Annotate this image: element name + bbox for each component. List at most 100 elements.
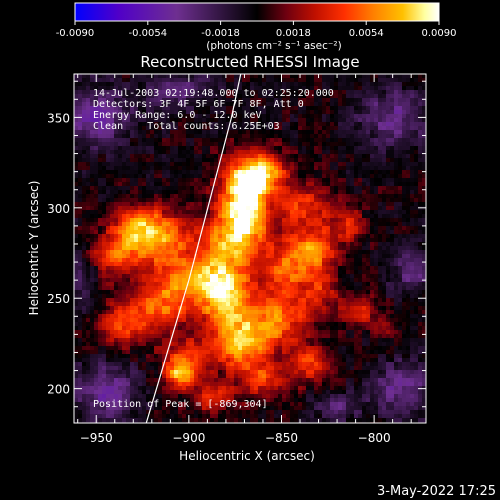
heatmap-cell <box>410 218 415 223</box>
heatmap-cell <box>150 134 155 139</box>
heatmap-cell <box>374 154 379 159</box>
heatmap-cell <box>154 250 159 255</box>
heatmap-cell <box>266 194 271 199</box>
heatmap-cell <box>318 246 323 251</box>
heatmap-cell <box>358 162 363 167</box>
heatmap-cell <box>170 238 175 243</box>
heatmap-cell <box>342 246 347 251</box>
heatmap-cell <box>118 210 123 215</box>
heatmap-cell <box>318 174 323 179</box>
heatmap-cell <box>362 86 367 91</box>
heatmap-cell <box>110 174 115 179</box>
heatmap-cell <box>362 170 367 175</box>
heatmap-cell <box>270 206 275 211</box>
heatmap-cell <box>350 238 355 243</box>
heatmap-cell <box>118 118 123 123</box>
heatmap-cell <box>122 78 127 83</box>
heatmap-cell <box>350 230 355 235</box>
chart-title: Reconstructed RHESSI Image <box>140 53 359 71</box>
heatmap-cell <box>182 234 187 239</box>
heatmap-cell <box>246 254 251 259</box>
heatmap-cell <box>94 194 99 199</box>
heatmap-cell <box>294 94 299 99</box>
heatmap-cell <box>382 274 387 279</box>
heatmap-cell <box>346 110 351 115</box>
heatmap-cell <box>182 118 187 123</box>
heatmap-cell <box>142 210 147 215</box>
heatmap-cell <box>394 86 399 91</box>
heatmap-cell <box>398 198 403 203</box>
heatmap-cell <box>302 178 307 183</box>
heatmap-cell <box>98 154 103 159</box>
heatmap-cell <box>214 298 219 303</box>
heatmap-cell <box>310 178 315 183</box>
heatmap-cell <box>378 90 383 95</box>
heatmap-cell <box>166 202 171 207</box>
heatmap-cell <box>90 166 95 171</box>
heatmap-cell <box>302 290 307 295</box>
heatmap-cell <box>334 230 339 235</box>
heatmap-cell <box>166 266 171 271</box>
heatmap-cell <box>338 250 343 255</box>
heatmap-cell <box>310 278 315 283</box>
heatmap-cell <box>186 178 191 183</box>
heatmap-cell <box>346 134 351 139</box>
heatmap-cell <box>118 150 123 155</box>
heatmap-cell <box>166 298 171 303</box>
heatmap-cell <box>150 106 155 111</box>
heatmap-cell <box>414 222 419 227</box>
heatmap-cell <box>126 258 131 263</box>
heatmap-cell <box>122 74 127 79</box>
heatmap-cell <box>366 266 371 271</box>
heatmap-cell <box>146 226 151 231</box>
heatmap-cell <box>394 146 399 151</box>
heatmap-cell <box>258 258 263 263</box>
heatmap-cell <box>110 294 115 299</box>
heatmap-cell <box>166 98 171 103</box>
heatmap-cell <box>398 278 403 283</box>
heatmap-cell <box>194 246 199 251</box>
heatmap-cell <box>298 186 303 191</box>
heatmap-cell <box>210 290 215 295</box>
heatmap-cell <box>330 254 335 259</box>
heatmap-cell <box>94 130 99 135</box>
heatmap-cell <box>158 270 163 275</box>
heatmap-cell <box>166 178 171 183</box>
heatmap-cell <box>238 238 243 243</box>
heatmap-cell <box>278 226 283 231</box>
heatmap-cell <box>346 246 351 251</box>
heatmap-cell <box>382 278 387 283</box>
heatmap-cell <box>234 122 239 127</box>
heatmap-cell <box>370 214 375 219</box>
heatmap-cell <box>406 158 411 163</box>
heatmap-cell <box>118 270 123 275</box>
heatmap-cell <box>134 130 139 135</box>
heatmap-cell <box>78 246 83 251</box>
heatmap-cell <box>374 270 379 275</box>
heatmap-cell <box>194 90 199 95</box>
heatmap-cell <box>350 158 355 163</box>
heatmap-cell <box>298 162 303 167</box>
heatmap-cell <box>346 290 351 295</box>
heatmap-cell <box>422 182 426 187</box>
heatmap-cell <box>358 134 363 139</box>
heatmap-cell <box>130 146 135 151</box>
heatmap-cell <box>154 278 159 283</box>
heatmap-cell <box>398 210 403 215</box>
heatmap-cell <box>162 178 167 183</box>
heatmap-cell <box>162 206 167 211</box>
heatmap-cell <box>98 194 103 199</box>
heatmap-cell <box>326 274 331 279</box>
heatmap-cell <box>234 278 239 283</box>
heatmap-cell <box>414 206 419 211</box>
heatmap-cell <box>90 274 95 279</box>
heatmap-cell <box>142 146 147 151</box>
heatmap-cell <box>174 222 179 227</box>
heatmap-cell <box>402 166 407 171</box>
heatmap-cell <box>358 126 363 131</box>
heatmap-cell <box>298 222 303 227</box>
heatmap-cell <box>190 234 195 239</box>
heatmap-cell <box>266 102 271 107</box>
heatmap-cell <box>110 266 115 271</box>
heatmap-cell <box>162 158 167 163</box>
